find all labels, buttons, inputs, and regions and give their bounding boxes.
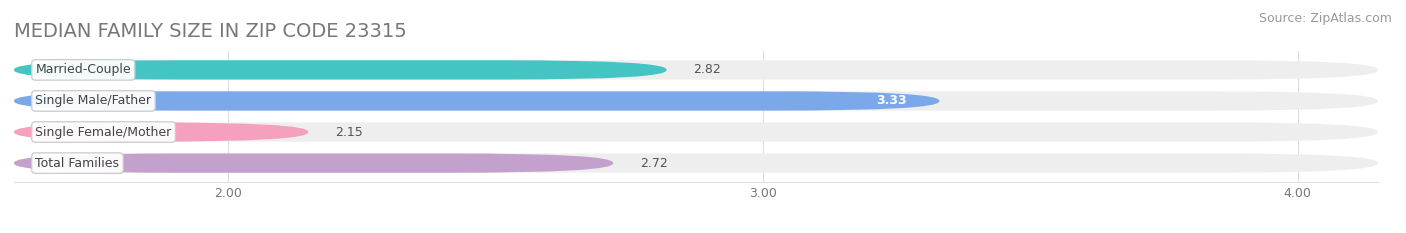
Text: 3.33: 3.33: [876, 94, 907, 107]
FancyBboxPatch shape: [14, 154, 613, 173]
Text: Total Families: Total Families: [35, 157, 120, 170]
FancyBboxPatch shape: [14, 91, 939, 111]
Text: 2.82: 2.82: [693, 63, 721, 76]
FancyBboxPatch shape: [14, 122, 1378, 142]
Text: MEDIAN FAMILY SIZE IN ZIP CODE 23315: MEDIAN FAMILY SIZE IN ZIP CODE 23315: [14, 22, 406, 41]
Text: 2.15: 2.15: [335, 126, 363, 139]
Text: Single Male/Father: Single Male/Father: [35, 94, 152, 107]
Text: Married-Couple: Married-Couple: [35, 63, 131, 76]
FancyBboxPatch shape: [14, 91, 1378, 111]
FancyBboxPatch shape: [14, 154, 1378, 173]
Text: Single Female/Mother: Single Female/Mother: [35, 126, 172, 139]
Text: 2.72: 2.72: [640, 157, 668, 170]
FancyBboxPatch shape: [14, 60, 666, 79]
FancyBboxPatch shape: [14, 60, 1378, 79]
FancyBboxPatch shape: [14, 122, 308, 142]
Text: Source: ZipAtlas.com: Source: ZipAtlas.com: [1258, 12, 1392, 25]
